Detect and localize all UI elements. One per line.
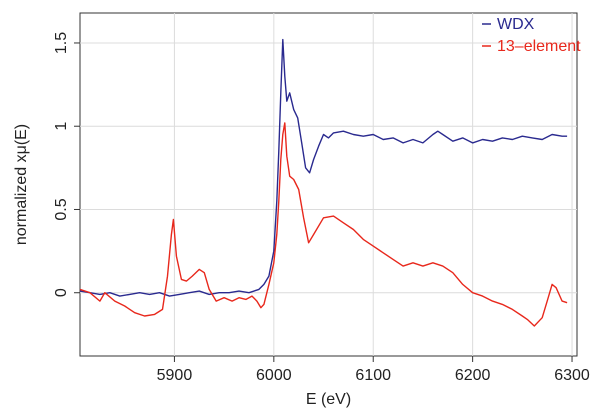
legend-entry: 13–element <box>497 38 581 55</box>
legend: WDX 13–element <box>482 16 581 55</box>
x-tick-label: 6200 <box>455 367 491 384</box>
x-tick-label: 5900 <box>157 367 193 384</box>
series-group <box>79 38 568 327</box>
grid <box>80 13 577 356</box>
y-tick-label: 0 <box>53 288 70 297</box>
x-axis-label: E (eV) <box>306 391 351 408</box>
x-tick-label: 6000 <box>256 367 292 384</box>
y-tick-label: 1.5 <box>53 32 70 54</box>
axes: 5900 6000 6100 6200 6300 0 0.5 1 1.5 <box>53 32 590 384</box>
x-tick-label: 6100 <box>355 367 391 384</box>
x-tick-label: 6300 <box>554 367 590 384</box>
y-tick-label: 1 <box>53 122 70 131</box>
y-axis-label: normalized xμ(E) <box>13 124 30 245</box>
plot-area <box>79 12 578 357</box>
y-tick-label: 0.5 <box>53 198 70 220</box>
legend-entry: WDX <box>497 16 535 33</box>
series-line-13-element <box>79 122 568 327</box>
plot-frame <box>79 12 578 357</box>
series-line-wdx <box>79 38 568 297</box>
